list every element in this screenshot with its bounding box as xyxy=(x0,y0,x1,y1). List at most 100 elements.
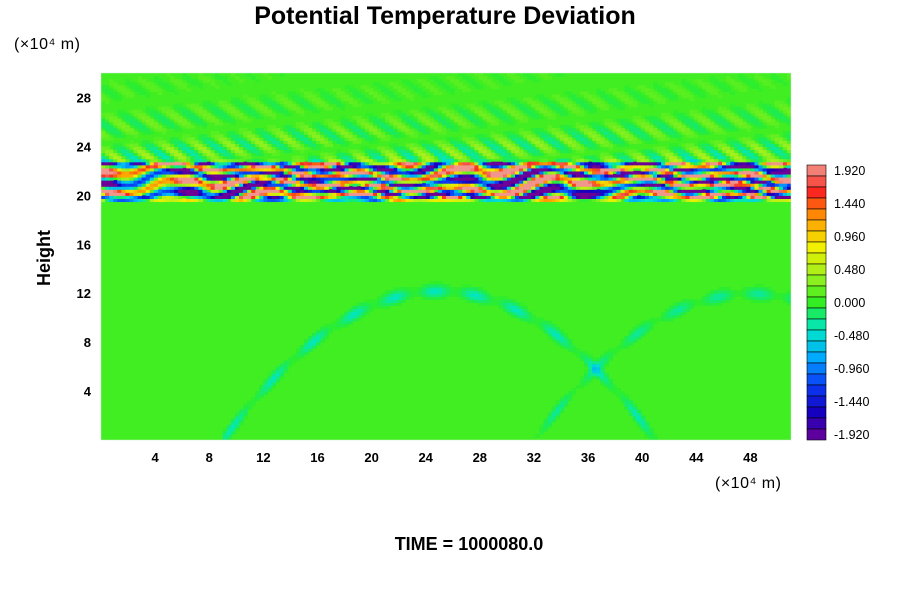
field-cell xyxy=(429,118,435,123)
field-cell xyxy=(661,112,666,117)
field-cell xyxy=(198,189,204,193)
field-cell xyxy=(105,164,110,169)
field-cell xyxy=(551,115,557,120)
field-cell xyxy=(161,109,167,114)
field-cell xyxy=(494,161,500,166)
field-cell xyxy=(705,176,711,181)
field-cell xyxy=(474,180,480,184)
field-cell xyxy=(551,173,557,178)
field-cell xyxy=(316,332,321,337)
field-cell xyxy=(462,118,467,123)
field-cell xyxy=(722,161,727,166)
field-cell xyxy=(786,134,791,138)
field-cell xyxy=(478,143,484,147)
field-cell xyxy=(153,173,159,178)
field-cell xyxy=(462,198,467,203)
field-cell xyxy=(324,195,329,199)
field-cell xyxy=(356,314,362,319)
field-cell xyxy=(701,173,707,178)
field-cell xyxy=(352,155,358,160)
field-cell xyxy=(190,137,195,141)
field-cell xyxy=(303,173,309,178)
field-cell xyxy=(673,158,678,163)
field-cell xyxy=(368,164,374,169)
field-cell xyxy=(239,103,244,108)
field-cell xyxy=(413,164,419,169)
field-cell xyxy=(141,128,147,132)
field-cell xyxy=(340,183,346,187)
field-cell xyxy=(202,115,208,120)
field-cell xyxy=(437,158,443,163)
field-cell xyxy=(385,164,390,169)
field-cell xyxy=(182,137,187,141)
field-cell xyxy=(766,134,772,138)
field-cell xyxy=(604,195,609,199)
field-cell xyxy=(531,183,536,187)
field-cell xyxy=(299,189,305,193)
field-cell xyxy=(303,345,309,349)
field-cell xyxy=(734,149,739,154)
field-cell xyxy=(644,176,650,181)
field-cell xyxy=(551,149,557,154)
field-cell xyxy=(717,143,723,147)
field-cell xyxy=(340,121,346,126)
field-cell xyxy=(174,173,179,178)
field-cell xyxy=(121,149,126,154)
field-cell xyxy=(547,128,553,132)
field-cell xyxy=(766,170,772,175)
field-cell xyxy=(121,189,126,193)
field-cell xyxy=(539,176,545,181)
field-cell xyxy=(490,143,496,147)
field-cell xyxy=(458,109,463,114)
field-cell xyxy=(738,161,743,166)
field-cell xyxy=(677,183,683,187)
field-cell xyxy=(774,134,780,138)
field-cell xyxy=(632,164,638,169)
field-cell xyxy=(121,124,126,129)
field-cell xyxy=(575,354,581,359)
field-cell xyxy=(421,167,427,172)
field-cell xyxy=(644,124,650,129)
field-cell xyxy=(101,149,106,154)
field-cell xyxy=(259,146,264,151)
field-cell xyxy=(381,121,386,126)
field-cell xyxy=(182,112,187,117)
field-cell xyxy=(446,284,451,288)
field-cell xyxy=(377,183,382,187)
field-cell xyxy=(441,173,447,178)
field-cell xyxy=(409,164,415,169)
field-cell xyxy=(592,375,597,380)
field-cell xyxy=(693,128,699,132)
field-cell xyxy=(299,143,305,147)
field-cell xyxy=(669,115,674,120)
field-cell xyxy=(730,115,735,120)
field-cell xyxy=(579,134,585,138)
field-cell xyxy=(291,103,297,108)
field-cell xyxy=(377,176,382,181)
field-cell xyxy=(596,158,601,163)
field-cell xyxy=(413,152,419,157)
field-cell xyxy=(255,131,260,135)
field-cell xyxy=(170,167,175,172)
field-cell xyxy=(713,143,719,147)
field-cell xyxy=(295,170,301,175)
field-cell xyxy=(279,109,285,114)
field-cell xyxy=(182,149,187,154)
field-cell xyxy=(230,140,236,144)
field-cell xyxy=(669,180,674,184)
field-cell xyxy=(669,158,674,163)
field-cell xyxy=(527,137,532,141)
field-cell xyxy=(230,186,236,190)
field-cell xyxy=(389,124,394,129)
field-cell xyxy=(218,100,224,105)
field-cell xyxy=(579,173,585,178)
field-cell xyxy=(356,121,362,126)
field-cell xyxy=(730,106,735,111)
field-cell xyxy=(523,131,528,135)
field-cell xyxy=(230,121,236,126)
field-cell xyxy=(632,403,638,407)
field-cell xyxy=(515,173,520,178)
field-cell xyxy=(689,180,695,184)
field-cell xyxy=(291,128,297,132)
field-cell xyxy=(287,195,293,199)
